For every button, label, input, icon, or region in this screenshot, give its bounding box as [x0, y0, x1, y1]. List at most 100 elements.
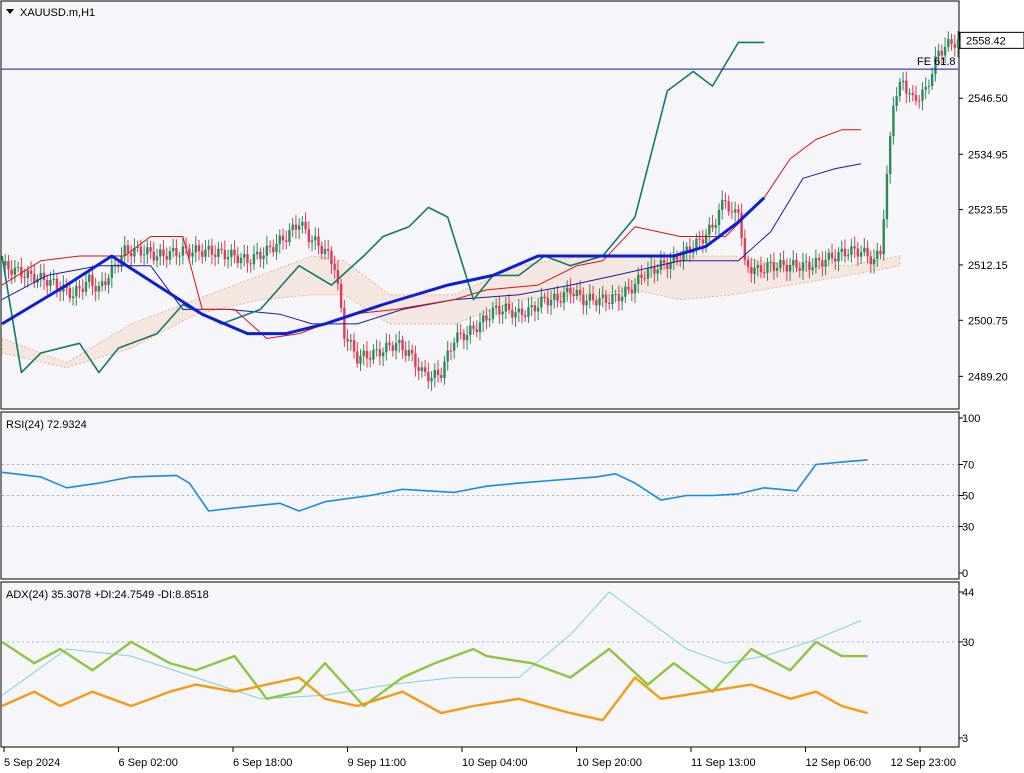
candle-body — [23, 277, 26, 279]
candle-body — [391, 345, 394, 351]
candle-body — [769, 262, 772, 264]
candle-body — [398, 340, 401, 344]
candle-body — [46, 280, 49, 286]
candle-body — [524, 315, 527, 317]
candle-body — [656, 269, 659, 274]
candle-body — [514, 312, 517, 318]
candle-body — [821, 260, 824, 267]
candle-body — [378, 349, 382, 357]
candle-body — [772, 262, 776, 271]
candle-body — [301, 221, 304, 226]
candle-body — [249, 263, 252, 265]
candle-body — [407, 349, 411, 356]
candle-body — [288, 230, 291, 242]
candle-body — [630, 289, 633, 294]
candle-body — [727, 201, 730, 212]
candle-body — [801, 262, 805, 271]
dropdown-triangle-icon[interactable] — [6, 9, 14, 14]
y-tick-label: 2546.50 — [968, 93, 1008, 105]
candle-body — [750, 266, 753, 274]
candle-body — [863, 247, 866, 253]
candle-body — [846, 254, 850, 257]
candle-body — [504, 303, 508, 312]
candle-body — [29, 270, 33, 274]
candle-body — [104, 281, 107, 286]
candle-body — [226, 256, 230, 260]
candle-body — [123, 245, 126, 256]
candle-body — [410, 349, 414, 354]
candle-body — [149, 247, 152, 252]
candle-body — [459, 332, 462, 334]
candle-body — [672, 255, 675, 262]
candle-body — [766, 262, 769, 273]
candle-body — [472, 325, 475, 329]
candle-body — [566, 287, 569, 293]
candle-body — [756, 265, 759, 268]
adx-panel-bg — [0, 581, 960, 748]
candle-body — [708, 224, 711, 235]
candle-body — [507, 303, 511, 310]
candle-body — [824, 259, 827, 267]
candle-body — [704, 234, 708, 244]
candle-body — [420, 367, 424, 371]
candle-body — [356, 351, 359, 364]
candle-body — [792, 260, 795, 266]
candle-body — [798, 267, 801, 271]
candle-body — [197, 245, 201, 252]
y-tick-label: 30 — [962, 522, 974, 534]
candle-body — [243, 253, 246, 258]
candle-body — [165, 255, 168, 260]
candle-body — [911, 93, 914, 96]
candle-body — [866, 247, 869, 257]
candle-body — [953, 44, 956, 48]
candle-body — [404, 349, 407, 356]
candle-body — [840, 248, 843, 253]
candle-body — [381, 352, 385, 357]
candle-body — [320, 245, 323, 254]
candle-body — [876, 250, 879, 259]
candle-body — [947, 39, 950, 48]
chikou-line — [1, 41, 765, 374]
candle-body — [427, 372, 430, 382]
candle-body — [333, 264, 336, 270]
candle-body — [307, 229, 311, 243]
kumo-cloud — [1, 255, 901, 369]
candle-body — [543, 296, 546, 299]
candle-body — [640, 274, 643, 278]
candle-body — [262, 255, 265, 259]
candle-body — [26, 270, 30, 278]
candle-body — [278, 235, 281, 244]
candle-body — [498, 305, 501, 315]
candle-body — [785, 264, 789, 272]
candle-body — [695, 238, 698, 250]
rsi-levels — [2, 464, 958, 527]
candle-body — [808, 261, 811, 271]
candle-body — [698, 238, 701, 240]
candle-body — [653, 266, 656, 274]
candle-body — [601, 294, 604, 298]
candle-body — [482, 315, 485, 323]
candle-body — [155, 256, 159, 261]
candle-body — [675, 255, 679, 261]
candle-body — [478, 322, 482, 333]
candle-body — [788, 265, 792, 272]
candle-body — [10, 269, 13, 275]
candle-body — [181, 246, 185, 256]
x-tick-label: 11 Sep 13:00 — [691, 757, 756, 769]
candle-body — [817, 257, 821, 261]
candle-body — [869, 256, 872, 265]
current-price-box — [959, 31, 1024, 49]
candle-body — [55, 278, 59, 290]
candle-body — [795, 260, 798, 268]
x-tick-label: 12 Sep 23:00 — [891, 757, 956, 769]
candle-body — [637, 274, 640, 284]
rsi-panel-bg — [0, 411, 960, 580]
candle-body — [385, 342, 388, 353]
candle-body — [213, 254, 217, 257]
candle-body — [669, 261, 672, 270]
y-tick-label: 3 — [962, 733, 968, 745]
candle-body — [323, 249, 327, 254]
rsi-lines — [1, 459, 868, 512]
candle-body — [562, 292, 566, 303]
candle-body — [168, 251, 172, 260]
